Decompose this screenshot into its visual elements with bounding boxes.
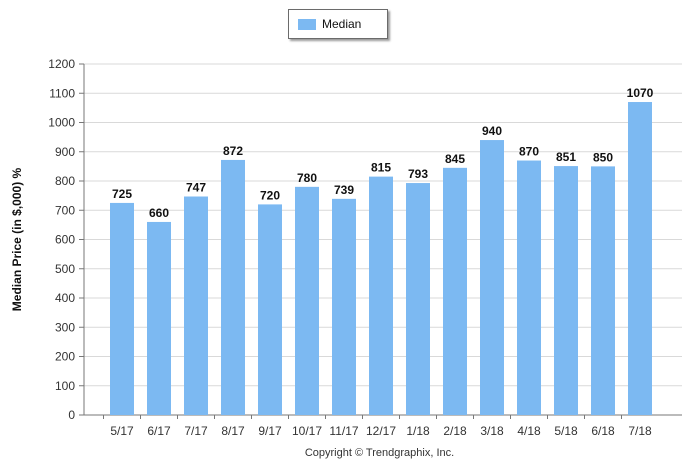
data-label: 851 <box>556 150 576 164</box>
bar <box>147 221 171 415</box>
bar <box>110 202 134 415</box>
bar <box>258 204 282 415</box>
data-label: 739 <box>334 183 354 197</box>
y-tick-label: 1100 <box>49 86 75 100</box>
x-tick-label: 8/17 <box>221 424 245 438</box>
legend-label: Median <box>322 17 362 31</box>
y-tick-label: 1000 <box>48 116 75 130</box>
bar <box>591 166 615 415</box>
legend: Median <box>288 9 388 39</box>
y-tick-label: 1200 <box>48 57 75 71</box>
x-tick-label: 11/17 <box>329 424 358 438</box>
bar <box>406 183 430 415</box>
data-label: 725 <box>112 187 132 201</box>
x-tick-label: 7/18 <box>628 424 652 438</box>
bar <box>221 159 245 415</box>
bar <box>628 102 652 416</box>
y-tick-label: 400 <box>55 291 75 305</box>
bar <box>184 196 208 415</box>
data-label: 1070 <box>627 86 654 100</box>
bar <box>480 140 504 416</box>
y-axis-title: Median Price (in $,000) % <box>10 167 24 311</box>
x-tick-label: 6/18 <box>591 424 615 438</box>
x-tick-label: 9/17 <box>258 424 282 438</box>
y-tick-label: 800 <box>55 174 75 188</box>
data-label: 940 <box>482 124 502 138</box>
y-tick-label: 600 <box>55 233 75 247</box>
x-tick-label: 2/18 <box>443 424 467 438</box>
y-tick-label: 700 <box>55 203 75 217</box>
data-label: 660 <box>149 206 169 220</box>
data-label: 793 <box>408 167 428 181</box>
y-tick-label: 900 <box>55 145 75 159</box>
data-label: 850 <box>593 150 613 164</box>
data-label: 870 <box>519 145 539 159</box>
bar <box>332 198 356 415</box>
x-tick-label: 10/17 <box>292 424 322 438</box>
data-label: 747 <box>186 181 206 195</box>
data-label: 872 <box>223 144 243 158</box>
x-tick-label: 4/18 <box>517 424 541 438</box>
data-label: 780 <box>297 171 317 185</box>
x-tick-label: 12/17 <box>366 424 396 438</box>
y-tick-label: 100 <box>55 379 75 393</box>
x-tick-label: 6/17 <box>147 424 171 438</box>
x-tick-label: 3/18 <box>480 424 504 438</box>
y-tick-label: 200 <box>55 350 75 364</box>
bar <box>443 167 467 415</box>
bar <box>369 176 393 415</box>
data-label: 845 <box>445 152 465 166</box>
data-label: 720 <box>260 188 280 202</box>
x-tick-label: 5/17 <box>110 424 134 438</box>
data-label: 815 <box>371 161 391 175</box>
y-tick-label: 300 <box>55 320 75 334</box>
x-tick-label: 7/17 <box>184 424 208 438</box>
y-tick-label: 500 <box>55 262 75 276</box>
copyright-text: Copyright © Trendgraphix, Inc. <box>304 447 455 459</box>
x-tick-label: 1/18 <box>406 424 430 438</box>
bar <box>295 186 319 415</box>
y-tick-label: 0 <box>68 408 75 422</box>
bar <box>517 160 541 415</box>
legend-swatch <box>298 19 316 30</box>
bar <box>554 166 578 415</box>
x-tick-label: 5/18 <box>554 424 578 438</box>
